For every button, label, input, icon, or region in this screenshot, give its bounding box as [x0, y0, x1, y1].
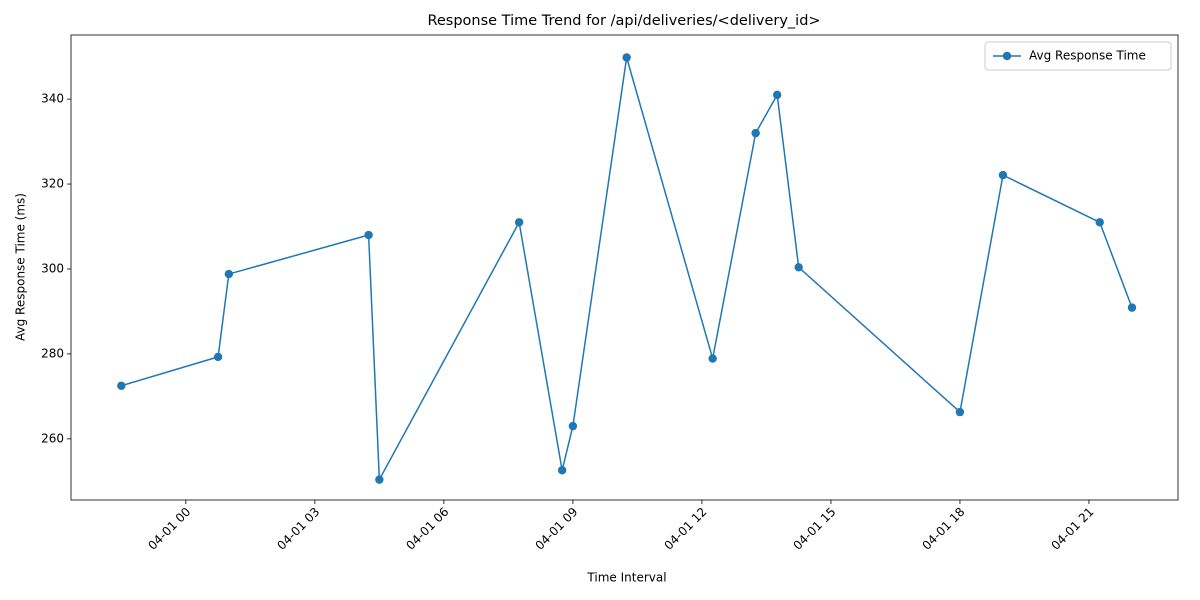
point: [1095, 218, 1104, 227]
series-line: [121, 57, 1133, 483]
x-tick-label: 04-01 09: [532, 505, 580, 553]
point: [557, 466, 567, 475]
x-axis-label: Time Interval: [586, 571, 666, 585]
point: [751, 128, 760, 138]
x-tick-label: 04-01 03: [274, 505, 322, 553]
point: [364, 230, 373, 240]
point: [213, 352, 223, 362]
point: [568, 421, 578, 431]
point: [772, 90, 782, 100]
point: [708, 354, 717, 363]
x-tick-label: 04-01 12: [661, 505, 709, 553]
point: [955, 407, 965, 417]
legend-label: Avg Response Time: [1029, 49, 1146, 63]
point: [998, 170, 1008, 180]
y-tick-label: 280: [41, 346, 64, 360]
legend-marker: [1002, 51, 1012, 61]
x-tick-label: 04-01 21: [1049, 505, 1097, 553]
point: [794, 263, 803, 272]
x-tick-label: 04-01 15: [790, 505, 838, 553]
x-tick-label: 04-01 00: [145, 505, 193, 553]
point: [1127, 303, 1137, 312]
y-tick-label: 320: [41, 177, 64, 191]
legend-box: [984, 41, 1172, 71]
y-axis-label: Avg Response Time (ms): [14, 193, 28, 341]
point: [224, 269, 234, 279]
x-tick-label: 04-01 18: [920, 505, 968, 553]
y-tick-label: 260: [41, 431, 64, 445]
point: [375, 475, 384, 484]
y-tick-label: 340: [41, 92, 64, 106]
x-tick-label: 04-01 06: [403, 505, 451, 553]
chart-title: Response Time Trend for /api/deliveries/…: [427, 13, 820, 29]
y-tick-label: 300: [41, 261, 64, 275]
point: [622, 53, 631, 62]
point: [514, 218, 524, 227]
plot-frame: [70, 34, 1179, 501]
point: [117, 381, 126, 390]
